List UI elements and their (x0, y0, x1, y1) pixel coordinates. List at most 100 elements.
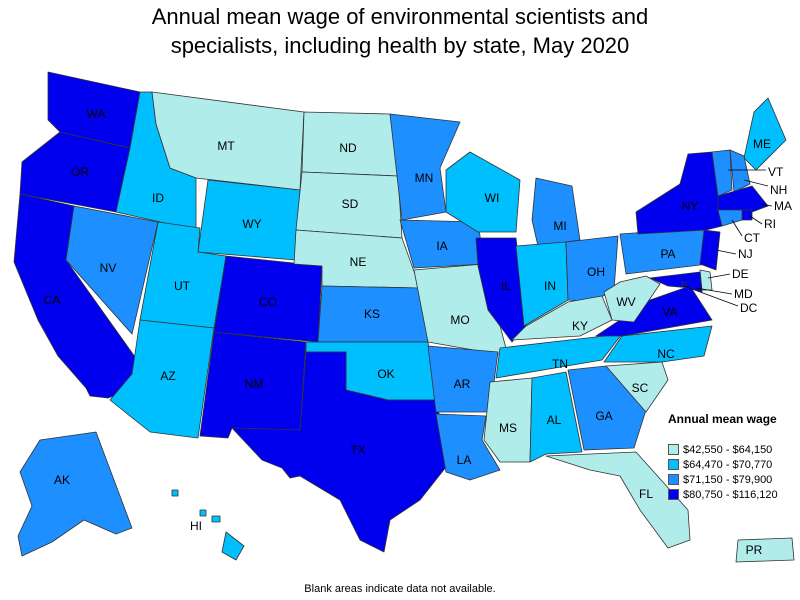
state-az[interactable] (109, 319, 215, 439)
state-label-mi: MI (553, 219, 566, 233)
state-label-oh: OH (587, 265, 605, 279)
state-ma[interactable] (717, 185, 769, 213)
state-label-or: OR (71, 165, 89, 179)
state-label-sd: SD (342, 197, 359, 211)
state-label-de: DE (732, 267, 749, 281)
map-title-line-1: Annual mean wage of environmental scient… (151, 4, 649, 29)
state-wv[interactable] (603, 275, 661, 323)
state-label-mo: MO (450, 313, 469, 327)
leader-lines (683, 169, 773, 307)
state-label-in: IN (544, 279, 556, 293)
state-label-ut: UT (174, 279, 191, 293)
state-label-id: ID (152, 191, 164, 205)
state-label-la: LA (457, 453, 472, 467)
state-label-hi: HI (190, 519, 202, 533)
state-label-fl: FL (639, 487, 653, 501)
state-label-nm: NM (245, 377, 264, 391)
legend-swatch (668, 489, 679, 500)
state-ak[interactable] (17, 431, 133, 557)
legend-swatch (668, 444, 679, 455)
state-ct[interactable] (717, 209, 743, 227)
state-label-pr: PR (746, 543, 763, 557)
state-label-wa: WA (87, 107, 106, 121)
state-mn[interactable] (389, 113, 461, 221)
state-sc[interactable] (605, 361, 669, 413)
state-label-va: VA (662, 305, 677, 319)
legend-label: $80,750 - $116,120 (683, 488, 778, 501)
state-label-dc: DC (740, 301, 758, 315)
state-nh[interactable] (729, 149, 751, 193)
leader-line-nj (715, 249, 737, 255)
state-label-ny: NY (682, 199, 699, 213)
state-wi[interactable] (445, 151, 521, 233)
state-label-ks: KS (364, 307, 380, 321)
state-label-ia: IA (436, 239, 447, 253)
state-label-ma: MA (774, 199, 792, 213)
state-mi[interactable] (531, 177, 581, 247)
state-ky[interactable] (511, 295, 613, 341)
state-vt[interactable] (711, 149, 733, 197)
state-label-il: IL (501, 279, 511, 293)
state-label-mn: MN (415, 171, 434, 185)
legend-label: $71,150 - $79,900 (683, 473, 773, 486)
state-label-nj: NJ (738, 247, 753, 261)
state-fl[interactable] (545, 451, 691, 549)
leader-line-dc (683, 285, 739, 307)
state-label-ct: CT (744, 231, 761, 245)
state-label-mt: MT (217, 139, 235, 153)
legend-title: Annual mean wage (668, 412, 777, 426)
leader-line-ri (749, 215, 763, 225)
state-label-ky: KY (572, 319, 588, 333)
state-me[interactable] (743, 97, 787, 171)
legend-label: $64,470 - $70,770 (683, 458, 773, 471)
state-ms[interactable] (483, 377, 533, 463)
state-ri[interactable] (741, 209, 753, 221)
state-label-nd: ND (339, 141, 357, 155)
state-label-ne: NE (350, 255, 367, 269)
state-md[interactable] (649, 271, 703, 293)
leader-line-ma (759, 203, 773, 207)
state-label-ak: AK (54, 473, 70, 487)
state-ny[interactable] (635, 151, 723, 235)
state-label-nv: NV (100, 261, 117, 275)
state-hi[interactable] (171, 489, 245, 561)
state-label-wy: WY (242, 217, 261, 231)
state-nj[interactable] (699, 229, 721, 271)
state-label-tx: TX (350, 443, 365, 457)
leader-line-de (707, 273, 731, 279)
state-labels: WA OR CA ID NV MT WY UT AZ CO NM ND SD N… (44, 107, 792, 557)
legend-item: $64,470 - $70,770 (668, 457, 800, 472)
state-label-sc: SC (632, 381, 649, 395)
state-la[interactable] (435, 413, 501, 481)
state-label-tn: TN (552, 357, 568, 371)
state-label-wv: WV (616, 295, 635, 309)
state-label-ok: OK (377, 367, 394, 381)
state-dc[interactable] (681, 281, 687, 287)
legend: Annual mean wage $42,550 - $64,150 $64,4… (668, 412, 800, 502)
map-title-line-2: specialists, including health by state, … (170, 33, 630, 58)
state-label-ar: AR (454, 377, 471, 391)
map-title: Annual mean wage of environmental scient… (0, 2, 800, 60)
leader-line-ct (731, 219, 743, 237)
state-or[interactable] (19, 131, 131, 213)
state-nc[interactable] (603, 325, 713, 363)
state-label-az: AZ (160, 369, 175, 383)
state-pr[interactable] (735, 537, 795, 563)
state-label-ca: CA (44, 293, 61, 307)
state-il[interactable] (475, 237, 527, 343)
state-oh[interactable] (565, 235, 619, 303)
legend-swatch (668, 459, 679, 470)
state-tn[interactable] (495, 333, 623, 379)
state-label-vt: VT (768, 165, 784, 179)
state-label-me: ME (753, 137, 771, 151)
state-label-md: MD (734, 287, 753, 301)
legend-swatch (668, 474, 679, 485)
leader-line-md (695, 287, 733, 295)
state-tx[interactable] (231, 351, 451, 553)
state-label-ms: MS (499, 421, 517, 435)
legend-item: $42,550 - $64,150 (668, 442, 800, 457)
state-shapes (13, 71, 795, 563)
state-ga[interactable] (567, 365, 647, 451)
state-nv[interactable] (65, 205, 159, 335)
state-al[interactable] (529, 371, 583, 463)
